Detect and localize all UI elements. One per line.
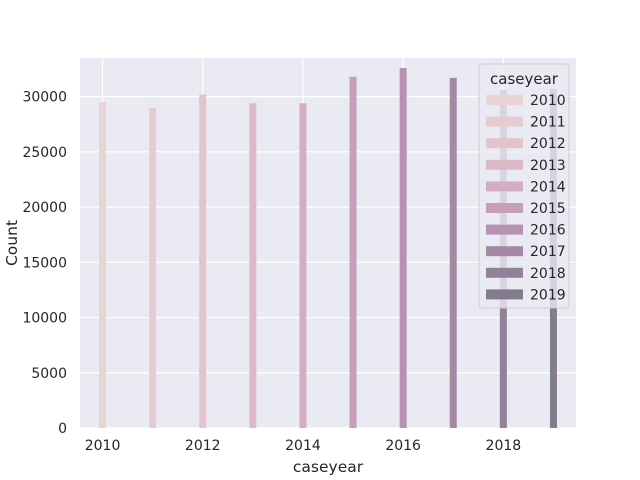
legend-swatch-2012 [486, 138, 523, 149]
bar-2017 [449, 77, 457, 428]
legend-swatch-2017 [486, 246, 523, 257]
legend-label-2010: 2010 [530, 93, 566, 109]
x-tick-label: 2014 [285, 438, 321, 454]
legend-swatch-2015 [486, 203, 523, 213]
y-tick-label: 15000 [22, 255, 67, 271]
legend-label-2019: 2019 [530, 287, 566, 303]
y-tick-label: 25000 [22, 145, 67, 161]
legend-swatch-2016 [486, 224, 523, 235]
bar-2016 [399, 67, 407, 428]
legend-label-2014: 2014 [530, 179, 566, 195]
y-tick-label: 0 [58, 421, 67, 437]
legend-label-2017: 2017 [530, 244, 566, 260]
legend-items: 2010 2011 2012 2013 2014 2015 2016 2017 2018 2019 [486, 93, 566, 303]
x-tick-label: 2016 [385, 438, 421, 454]
x-tick-label: 2010 [85, 438, 121, 454]
y-tick-label: 30000 [22, 90, 67, 106]
x-tick-label: 2018 [486, 438, 522, 454]
legend-label-2018: 2018 [530, 266, 566, 282]
bar-2015 [349, 76, 357, 428]
x-tick-labels: 2010 2012 2014 2016 2018 [85, 438, 521, 454]
bar-2011 [149, 107, 157, 429]
legend-swatch-2013 [486, 159, 523, 170]
legend-swatch-2014 [486, 181, 523, 192]
legend: caseyear 2010201120122013201420152016201… [478, 63, 570, 309]
y-tick-labels: 0 5000 10000 15000 20000 25000 30000 [22, 90, 67, 437]
bar-2012 [199, 94, 207, 429]
legend-swatch-2018 [486, 267, 523, 278]
legend-swatch-2019 [486, 289, 523, 300]
y-tick-label: 10000 [22, 311, 67, 327]
legend-label-2011: 2011 [530, 115, 566, 131]
bar-2014 [299, 103, 307, 429]
legend-label-2012: 2012 [530, 136, 566, 152]
bar-2010 [99, 102, 107, 428]
y-axis-label: Count [3, 220, 21, 266]
legend-label-2013: 2013 [530, 158, 566, 174]
y-tick-label: 5000 [31, 366, 67, 382]
legend-label-2016: 2016 [530, 223, 566, 239]
legend-swatch-2010 [486, 95, 523, 105]
bar-2013 [249, 103, 257, 429]
legend-title: caseyear [490, 70, 559, 88]
legend-swatch-2011 [486, 116, 523, 127]
y-tick-label: 20000 [22, 200, 67, 216]
x-axis-label: caseyear [293, 458, 364, 476]
x-tick-label: 2012 [185, 438, 221, 454]
legend-label-2015: 2015 [530, 201, 566, 217]
